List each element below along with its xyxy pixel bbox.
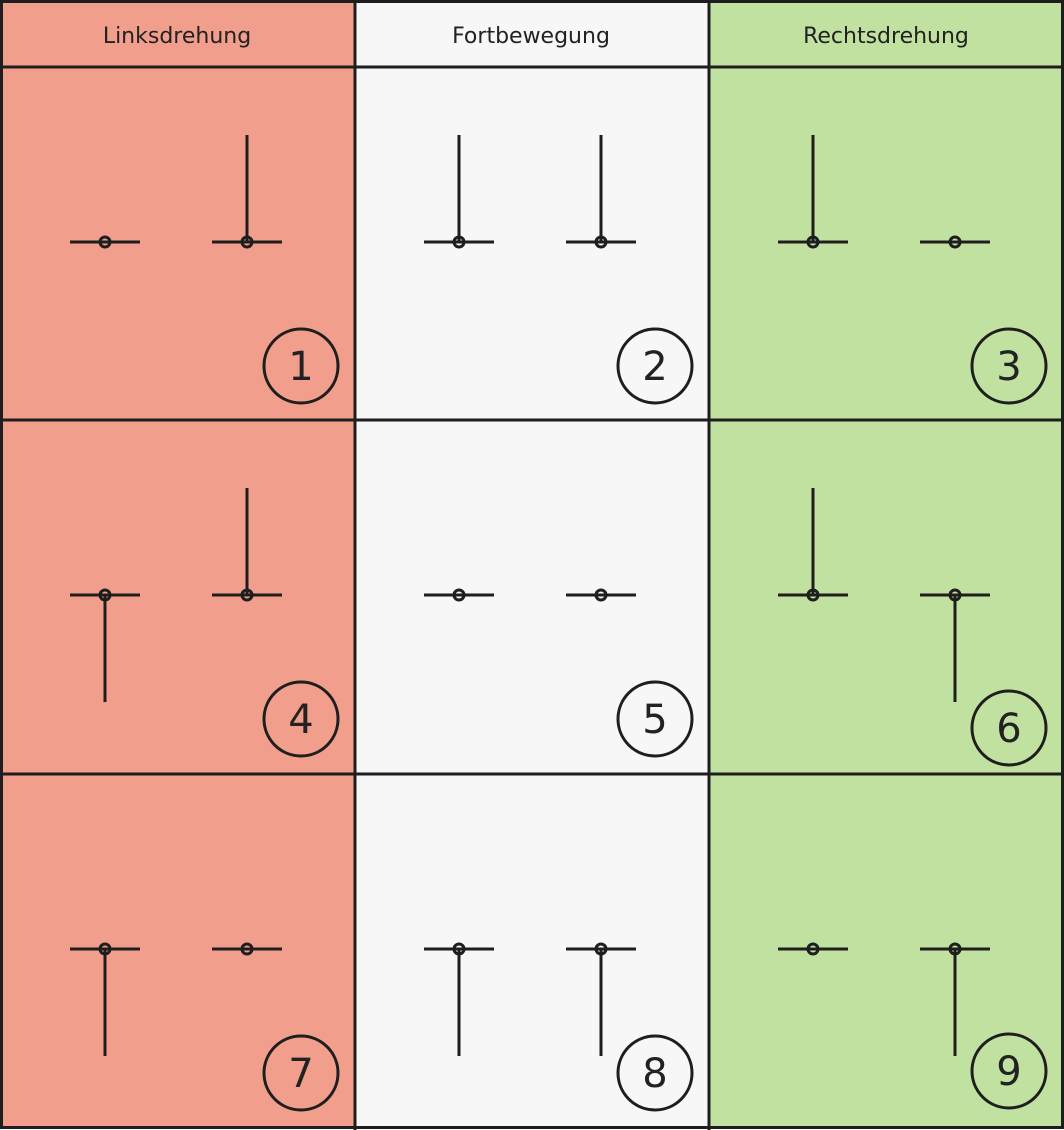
leg-symbol-left xyxy=(778,488,848,602)
number-badge xyxy=(970,327,1048,405)
joint-dot xyxy=(452,588,466,602)
joint-dot xyxy=(452,235,466,249)
cell-1: 1 xyxy=(70,135,340,405)
number-badge xyxy=(616,1034,694,1112)
joint-dot xyxy=(948,235,962,249)
joint-dot xyxy=(452,942,466,956)
leg-symbol-left xyxy=(778,942,848,956)
joint-dot xyxy=(806,942,820,956)
number-badge xyxy=(262,1034,340,1112)
cell-7: 7 xyxy=(70,942,340,1112)
column-header-left-turn: Linksdrehung xyxy=(103,24,251,49)
joint-dot xyxy=(98,235,112,249)
cell-6: 6 xyxy=(778,488,1048,767)
leg-symbol-right xyxy=(212,488,282,602)
leg-symbol-left xyxy=(424,135,494,249)
column-header-cell-3 xyxy=(709,1,1063,67)
number-badge-label: 7 xyxy=(288,1051,313,1097)
leg-symbol-left xyxy=(424,942,494,1056)
joint-dot xyxy=(98,942,112,956)
joint-dot xyxy=(948,942,962,956)
cell-2: 2 xyxy=(424,135,694,405)
joint-dot xyxy=(240,235,254,249)
column-header-forward: Fortbewegung xyxy=(452,24,610,49)
column-background-3 xyxy=(709,67,1063,1128)
joint-dot xyxy=(594,235,608,249)
number-badge xyxy=(970,1032,1048,1110)
leg-symbol-right xyxy=(566,588,636,602)
leg-symbol-right xyxy=(920,942,990,1056)
joint-dot xyxy=(594,942,608,956)
number-badge xyxy=(262,327,340,405)
leg-symbol-left xyxy=(70,588,140,702)
column-header-cell-2 xyxy=(355,1,709,67)
leg-symbol-left xyxy=(70,235,140,249)
number-badge-label: 8 xyxy=(642,1051,667,1097)
number-badge-label: 3 xyxy=(996,344,1021,390)
column-background-2 xyxy=(355,67,709,1128)
leg-symbol-right xyxy=(566,942,636,1056)
leg-symbol-left xyxy=(424,588,494,602)
number-badge-label: 6 xyxy=(996,706,1021,752)
leg-symbol-right xyxy=(212,942,282,956)
number-badge-label: 9 xyxy=(996,1049,1021,1095)
number-badge xyxy=(970,689,1048,767)
cell-9: 9 xyxy=(778,942,1048,1110)
cell-4: 4 xyxy=(70,488,340,758)
column-header-cell-1 xyxy=(1,1,355,67)
leg-symbol-left xyxy=(778,135,848,249)
joint-dot xyxy=(240,588,254,602)
joint-dot xyxy=(594,588,608,602)
leg-symbol-right xyxy=(920,588,990,702)
column-header-right-turn: Rechtsdrehung xyxy=(803,24,969,49)
number-badge-label: 4 xyxy=(288,697,313,743)
joint-dot xyxy=(240,942,254,956)
cell-5: 5 xyxy=(424,588,694,758)
number-badge xyxy=(616,680,694,758)
number-badge-label: 1 xyxy=(288,344,313,390)
cell-8: 8 xyxy=(424,942,694,1112)
cell-3: 3 xyxy=(778,135,1048,405)
joint-dot xyxy=(806,588,820,602)
leg-symbol-right xyxy=(212,135,282,249)
leg-symbol-left xyxy=(70,942,140,1056)
number-badge-label: 2 xyxy=(642,344,667,390)
column-background-1 xyxy=(1,67,355,1128)
joint-dot xyxy=(98,588,112,602)
joint-dot xyxy=(806,235,820,249)
number-badge-label: 5 xyxy=(642,697,667,743)
leg-symbol-right xyxy=(566,135,636,249)
joint-dot xyxy=(948,588,962,602)
number-badge xyxy=(262,680,340,758)
number-badge xyxy=(616,327,694,405)
leg-symbol-right xyxy=(920,235,990,249)
